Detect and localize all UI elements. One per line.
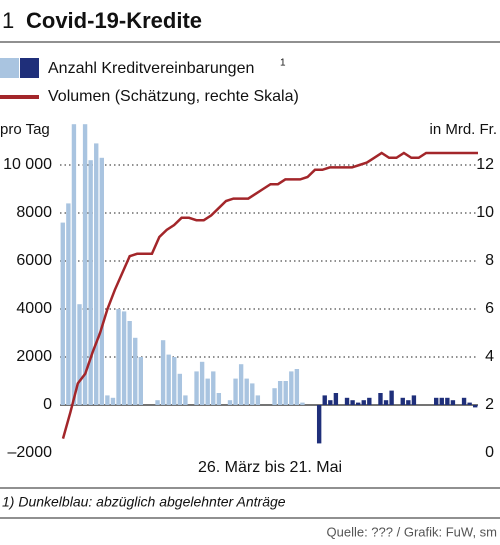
bar <box>166 354 171 405</box>
bar <box>400 397 405 405</box>
bar <box>233 378 238 405</box>
bar <box>434 397 439 405</box>
legend-label: Anzahl Kreditvereinbarungen <box>48 60 254 77</box>
y-tick-label: 2000 <box>16 348 52 365</box>
bar <box>277 381 283 405</box>
bar <box>461 397 467 405</box>
bar <box>60 222 65 405</box>
bar <box>77 304 82 405</box>
title-number: 1 <box>2 8 14 33</box>
bar <box>361 400 366 405</box>
bar <box>82 124 88 405</box>
y-tick-label: 10 000 <box>3 156 52 173</box>
bar <box>99 157 104 405</box>
bar <box>105 395 110 405</box>
y2-tick-label: 0 <box>485 444 494 461</box>
bar <box>211 371 216 405</box>
bar <box>133 337 138 405</box>
bar <box>121 311 127 405</box>
bar <box>183 395 188 405</box>
bar <box>389 390 394 405</box>
bar <box>255 395 261 405</box>
bar <box>378 393 383 405</box>
bar <box>216 393 222 405</box>
bar <box>450 400 456 405</box>
bar <box>406 400 411 405</box>
y-tick-label: 8000 <box>16 204 52 221</box>
bar <box>272 388 277 405</box>
bar <box>66 203 71 405</box>
bar <box>355 402 361 405</box>
bar <box>194 371 199 405</box>
legend-label: Volumen (Schätzung, rechte Skala) <box>48 88 299 105</box>
bar <box>238 364 244 405</box>
bar <box>172 357 177 405</box>
bar <box>344 397 350 405</box>
y-tick-label: 4000 <box>16 300 52 317</box>
bar <box>94 143 99 405</box>
bar <box>250 383 255 405</box>
y2-tick-label: 6 <box>485 300 494 317</box>
bar <box>289 371 294 405</box>
y-tick-label: 6000 <box>16 252 52 269</box>
bar <box>110 397 116 405</box>
bar <box>138 357 143 405</box>
bar <box>283 381 288 405</box>
bar <box>328 400 333 405</box>
bar <box>333 393 339 405</box>
bar <box>127 321 132 405</box>
y-axis-label: pro Tag <box>0 121 50 138</box>
bar <box>411 395 417 405</box>
bar <box>322 395 327 405</box>
bar <box>294 369 300 405</box>
bar <box>350 400 355 405</box>
bar <box>71 124 77 405</box>
legend-swatch <box>20 58 39 78</box>
bar <box>244 378 249 405</box>
bar <box>199 361 205 405</box>
legend-note: 1 <box>280 58 286 69</box>
bar <box>473 405 478 408</box>
y2-axis-label: in Mrd. Fr. <box>429 121 497 138</box>
y-tick-label: 0 <box>43 396 52 413</box>
bar <box>445 397 450 405</box>
bar <box>467 402 472 405</box>
bar <box>367 397 372 405</box>
bar <box>316 405 322 444</box>
bar <box>205 378 210 405</box>
chart-title: Covid-19-Kredite <box>26 8 202 33</box>
bar <box>300 402 305 405</box>
y2-tick-label: 8 <box>485 252 494 269</box>
source: Quelle: ??? / Grafik: FuW, sm <box>327 524 498 539</box>
bar <box>155 400 160 405</box>
bar <box>383 400 389 405</box>
bar <box>439 397 444 405</box>
bar <box>160 340 166 405</box>
footnote: 1) Dunkelblau: abzüglich abgelehnter Ant… <box>2 494 286 510</box>
line <box>61 151 478 439</box>
x-axis-label: 26. März bis 21. Mai <box>198 459 342 476</box>
bar <box>88 160 93 405</box>
legend-swatch <box>0 58 19 78</box>
y-tick-label: –2000 <box>8 444 53 461</box>
y2-tick-label: 10 <box>476 204 494 221</box>
bar <box>177 373 183 405</box>
y2-tick-label: 2 <box>485 396 494 413</box>
y2-tick-label: 4 <box>485 348 494 365</box>
y2-tick-label: 12 <box>476 156 494 173</box>
bar <box>116 309 121 405</box>
bar <box>227 400 233 405</box>
